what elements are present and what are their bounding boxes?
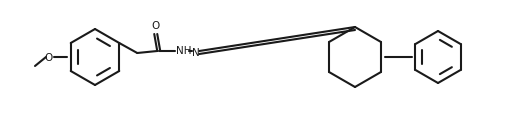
- Text: NH: NH: [176, 46, 191, 56]
- Text: O: O: [151, 21, 159, 31]
- Text: N: N: [192, 48, 199, 58]
- Text: O: O: [44, 53, 53, 62]
